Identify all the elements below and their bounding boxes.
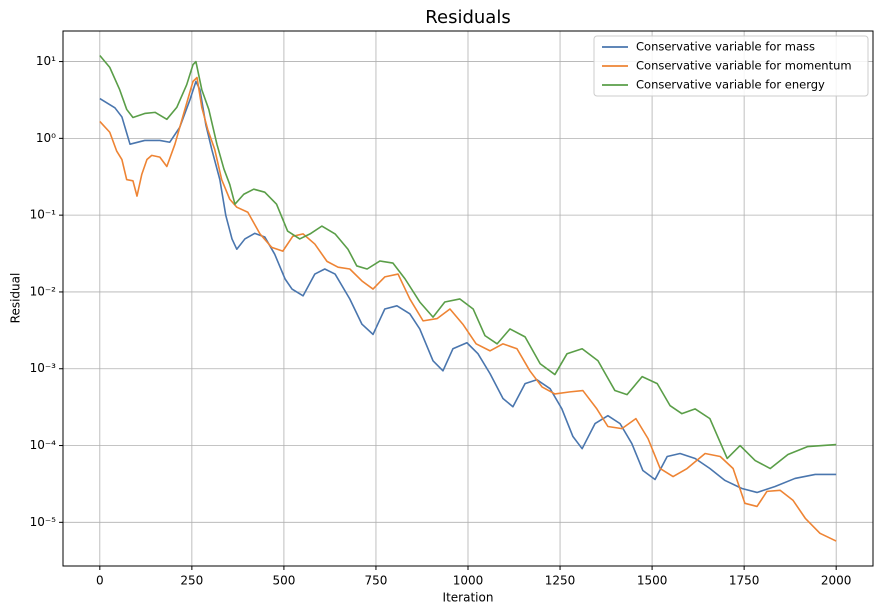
y-tick-label: 10⁻¹ (30, 208, 57, 222)
legend-label: Conservative variable for energy (636, 78, 825, 92)
x-tick-label: 500 (272, 574, 295, 588)
y-tick-label: 10⁻⁴ (30, 438, 57, 452)
y-tick-label: 10⁻² (30, 284, 57, 298)
x-tick-label: 1500 (637, 574, 668, 588)
y-tick-label: 10⁻⁵ (30, 515, 57, 529)
x-tick-label: 0 (96, 574, 104, 588)
series-line (99, 76, 837, 542)
x-tick-label: 750 (365, 574, 388, 588)
y-axis-label: Residual (9, 273, 23, 324)
series-line (99, 54, 837, 470)
x-tick-label: 1000 (453, 574, 484, 588)
legend-label: Conservative variable for mass (636, 40, 815, 54)
chart-title: Residuals (425, 7, 510, 28)
x-tick-label: 250 (180, 574, 203, 588)
y-tick-label: 10⁻³ (30, 361, 57, 375)
y-tick-label: 10¹ (36, 54, 56, 68)
x-axis-label: Iteration (443, 591, 494, 605)
x-tick-label: 1750 (729, 574, 760, 588)
x-tick-label: 1250 (545, 574, 576, 588)
plot-frame (62, 30, 874, 567)
legend-label: Conservative variable for momentum (636, 59, 852, 73)
legend-box (593, 35, 869, 97)
y-tick-label: 10⁰ (36, 131, 56, 145)
x-tick-label: 2000 (821, 574, 852, 588)
